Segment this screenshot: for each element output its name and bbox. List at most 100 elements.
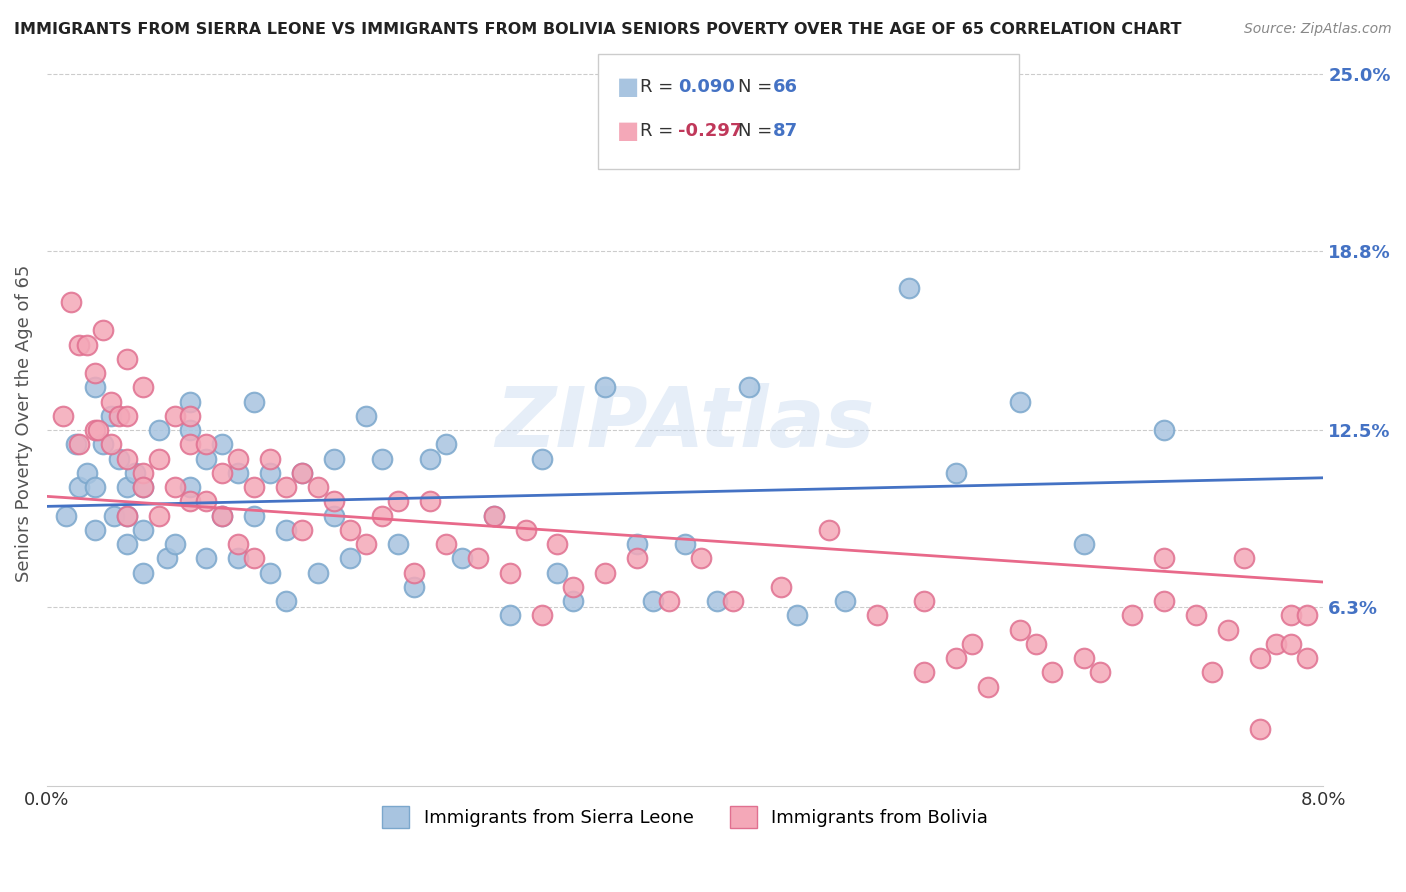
Text: IMMIGRANTS FROM SIERRA LEONE VS IMMIGRANTS FROM BOLIVIA SENIORS POVERTY OVER THE: IMMIGRANTS FROM SIERRA LEONE VS IMMIGRAN… [14,22,1181,37]
Point [243,508,266,523]
Point [243,551,266,566]
Point [228,466,250,480]
Point [259,451,281,466]
Point [1073,537,1095,551]
Point [721,594,744,608]
Point [962,637,984,651]
Point [163,480,186,494]
Point [131,480,153,494]
Point [131,466,153,480]
Point [259,566,281,580]
Point [228,551,250,566]
Point [115,480,138,494]
Text: 66: 66 [773,78,799,95]
Text: R =: R = [640,122,679,140]
Point [115,508,138,523]
Point [1010,394,1032,409]
Text: -0.297: -0.297 [678,122,742,140]
Point [1201,665,1223,680]
Point [402,566,425,580]
Point [498,566,520,580]
Point [387,537,409,551]
Point [67,337,90,351]
Point [482,508,505,523]
Point [163,409,186,423]
Point [914,665,936,680]
Point [131,523,153,537]
Point [91,323,114,337]
Text: Source: ZipAtlas.com: Source: ZipAtlas.com [1244,22,1392,37]
Point [515,523,537,537]
Point [595,566,617,580]
Point [1249,651,1271,665]
Point [1010,623,1032,637]
Text: ■: ■ [617,120,640,143]
Text: ■: ■ [617,75,640,98]
Point [100,437,122,451]
Point [1296,608,1319,623]
Point [211,508,233,523]
Point [323,494,346,508]
Point [1281,608,1303,623]
Point [339,523,361,537]
Point [87,423,110,437]
Point [276,480,298,494]
Point [1153,551,1175,566]
Text: 87: 87 [773,122,799,140]
Point [738,380,761,394]
Point [179,423,201,437]
Point [626,537,648,551]
Point [148,508,170,523]
Point [107,409,129,423]
Point [131,566,153,580]
Point [107,451,129,466]
Point [115,537,138,551]
Point [211,508,233,523]
Point [83,366,105,380]
Point [228,451,250,466]
Point [1153,594,1175,608]
Point [769,580,792,594]
Point [307,480,329,494]
Point [195,437,218,451]
Point [276,523,298,537]
Point [83,523,105,537]
Point [91,437,114,451]
Point [83,423,105,437]
Point [626,551,648,566]
Point [706,594,728,608]
Point [1184,608,1206,623]
Point [865,608,887,623]
Point [530,451,553,466]
Point [643,594,665,608]
Point [276,594,298,608]
Point [354,409,377,423]
Point [124,466,146,480]
Text: N =: N = [738,78,778,95]
Point [163,537,186,551]
Point [402,580,425,594]
Point [179,394,201,409]
Point [115,351,138,366]
Point [595,380,617,394]
Point [67,437,90,451]
Point [115,409,138,423]
Point [786,608,808,623]
Point [1281,637,1303,651]
Point [211,437,233,451]
Point [76,337,98,351]
Point [323,508,346,523]
Point [547,537,569,551]
Point [1088,665,1111,680]
Point [259,466,281,480]
Point [83,380,105,394]
Point [55,508,77,523]
Point [179,409,201,423]
Point [1296,651,1319,665]
Legend: Immigrants from Sierra Leone, Immigrants from Bolivia: Immigrants from Sierra Leone, Immigrants… [375,799,995,836]
Point [211,466,233,480]
Text: R =: R = [640,78,679,95]
Point [419,494,441,508]
Point [467,551,489,566]
Point [291,523,314,537]
